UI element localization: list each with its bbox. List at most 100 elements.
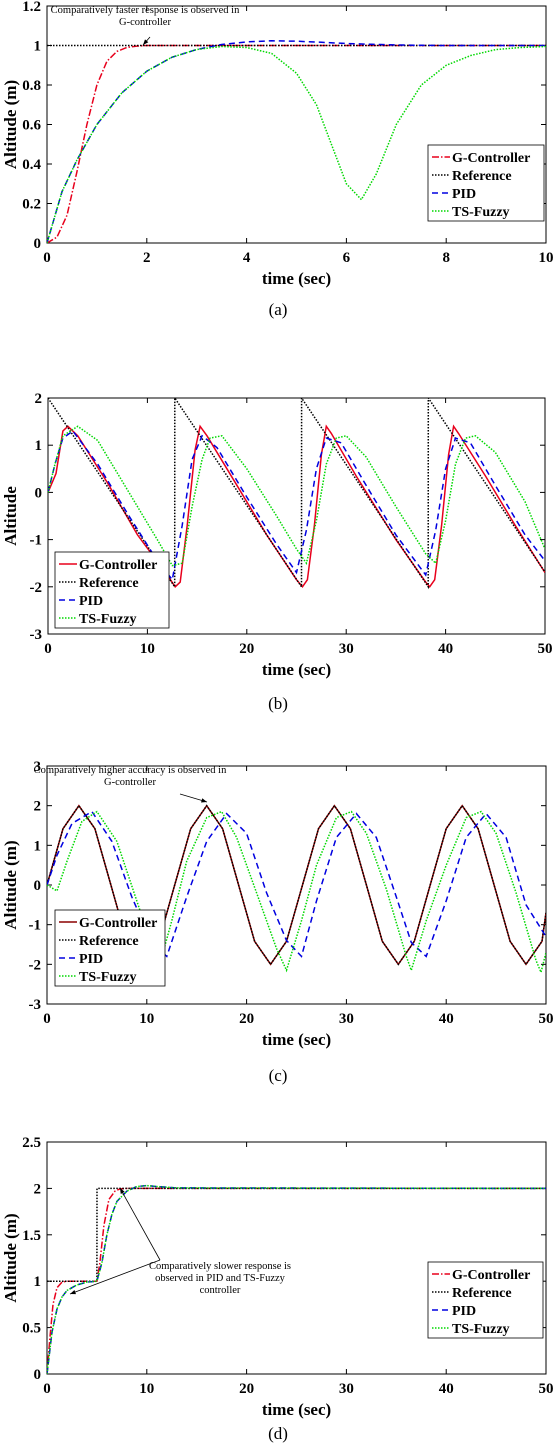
legend-entry: G-Controller <box>79 558 157 573</box>
x-tick-label: 40 <box>439 1011 454 1027</box>
x-tick-label: 0 <box>44 641 52 657</box>
caption-b: (b) <box>268 694 288 713</box>
x-tick-label: 10 <box>539 250 554 266</box>
annotation-text: G-controller <box>119 17 171 28</box>
chart-b: 0 10 20 30 40 50 -3 -2 -1 0 1 2 time (sec) Altitude G-… <box>1 391 553 679</box>
y-tick-label: 2.5 <box>22 1135 41 1151</box>
legend-entry: Reference <box>79 576 139 591</box>
x-tick-label: 6 <box>343 250 351 266</box>
y-axis-label: Altitude (m) <box>1 840 20 929</box>
y-tick-label: 1 <box>34 1274 42 1290</box>
annotation-arrowhead <box>70 1289 76 1295</box>
annotation-text: controller <box>200 1285 241 1296</box>
y-tick-label: -1 <box>30 533 43 549</box>
chart-c: 0 10 20 30 40 50 -3 -2 -1 0 1 2 3 time (sec) Altitude … <box>1 759 554 1049</box>
y-tick-label: 2 <box>34 1181 42 1197</box>
chart-panel-b: 0 10 20 30 40 50 -3 -2 -1 0 1 2 time (sec) Altitude G-… <box>0 362 556 722</box>
y-axis-label: Altitude <box>1 486 20 546</box>
y-tick-label: -3 <box>30 627 43 643</box>
y-tick-label: 2 <box>35 391 43 407</box>
legend-entry: PID <box>452 1304 476 1319</box>
series-line-g-controller <box>47 44 546 243</box>
plot-frame <box>46 1141 547 1375</box>
chart-panel-c: 0 10 20 30 40 50 -3 -2 -1 0 1 2 3 time (sec) Altitude … <box>0 752 556 1092</box>
x-tick-label: 20 <box>239 1381 254 1397</box>
annotation-arrowhead <box>201 798 207 803</box>
legend-entry: PID <box>452 187 476 202</box>
y-tick-label: 0 <box>34 878 42 894</box>
x-tick-label: 30 <box>339 641 354 657</box>
legend-entry: G-Controller <box>452 151 530 166</box>
x-axis-label: time (sec) <box>262 660 331 679</box>
y-axis-label: Altitude (m) <box>1 1213 20 1302</box>
x-tick-label: 30 <box>339 1011 354 1027</box>
y-tick-label: -3 <box>29 997 42 1013</box>
annotation-text: Comparatively slower response is <box>149 1261 291 1272</box>
y-tick-label: 0.6 <box>22 118 41 134</box>
legend-entry: G-Controller <box>452 1268 530 1283</box>
y-tick-label: 3 <box>34 759 42 775</box>
x-axis-label: time (sec) <box>262 1030 331 1049</box>
annotation-text: Comparatively higher accuracy is observe… <box>34 765 227 776</box>
legend-entry: Reference <box>452 169 512 184</box>
legend-entry: TS-Fuzzy <box>452 205 510 220</box>
x-tick-label: 0 <box>43 1011 51 1027</box>
y-tick-label: 0.5 <box>22 1321 41 1337</box>
legend-entry: TS-Fuzzy <box>79 970 137 985</box>
legend-entry: Reference <box>452 1286 512 1301</box>
x-tick-label: 20 <box>239 641 254 657</box>
x-tick-label: 40 <box>438 641 453 657</box>
x-tick-label: 20 <box>239 1011 254 1027</box>
series-line-g-controller <box>48 424 545 589</box>
legend-entry: TS-Fuzzy <box>79 612 137 627</box>
x-tick-label: 2 <box>143 250 151 266</box>
y-tick-label: 0.8 <box>22 78 41 94</box>
x-tick-label: 30 <box>339 1381 354 1397</box>
series-line-reference <box>48 398 545 590</box>
x-axis-label: time (sec) <box>262 1400 331 1419</box>
y-tick-label: 1.2 <box>22 0 41 15</box>
legend-entry: TS-Fuzzy <box>452 1322 510 1337</box>
annotation-arrowhead <box>143 39 149 45</box>
y-tick-label: 2 <box>34 799 42 815</box>
x-tick-label: 40 <box>439 1381 454 1397</box>
y-tick-label: 0.4 <box>22 157 41 173</box>
y-tick-label: 1 <box>34 838 42 854</box>
legend-entry: PID <box>79 594 103 609</box>
series-line-ts-fuzzy <box>47 45 546 243</box>
series-line-pid <box>48 429 545 582</box>
x-tick-label: 50 <box>539 1381 554 1397</box>
y-tick-label: -1 <box>29 918 42 934</box>
series-line-ts-fuzzy <box>48 425 545 567</box>
series-line-ts-fuzzy <box>47 1184 546 1374</box>
chart-d: 0 10 20 30 40 50 0 0.5 1 1.5 2 2.5 time (sec) Altitud… <box>1 1135 554 1419</box>
y-tick-label: -2 <box>30 580 43 596</box>
x-tick-label: 10 <box>140 641 155 657</box>
caption-d: (d) <box>268 1424 288 1443</box>
y-tick-label: 0 <box>35 485 43 501</box>
caption-c: (c) <box>268 1066 288 1085</box>
annotation-arrowhead <box>120 1188 125 1194</box>
y-tick-label: 0 <box>34 1367 42 1383</box>
annotation-arrow <box>69 1259 161 1295</box>
x-tick-label: 50 <box>539 1011 554 1027</box>
x-tick-label: 0 <box>43 250 51 266</box>
y-tick-label: 1 <box>35 438 43 454</box>
chart-panel-d: 0 10 20 30 40 50 0 0.5 1 1.5 2 2.5 time (sec) Altitud… <box>0 1120 556 1452</box>
annotation-text: observed in PID and TS-Fuzzy <box>155 1273 286 1284</box>
caption-a: (a) <box>268 300 288 319</box>
y-tick-label: 0.2 <box>22 197 41 213</box>
y-tick-label: 1.5 <box>22 1228 41 1244</box>
series-line-pid <box>47 810 546 958</box>
x-tick-label: 50 <box>538 641 553 657</box>
legend-entry: G-Controller <box>79 916 157 931</box>
legend-entry: Reference <box>79 934 139 949</box>
series-line-pid <box>47 1184 546 1374</box>
y-tick-label: -2 <box>29 957 42 973</box>
y-axis-label: Altitude (m) <box>1 80 20 169</box>
annotation-text: G-controller <box>104 777 156 788</box>
annotation-arrow <box>119 1187 161 1261</box>
x-tick-label: 10 <box>139 1011 154 1027</box>
x-axis-label: time (sec) <box>262 269 331 288</box>
chart-a: 0 2 4 6 8 10 0 0.2 0.4 0.6 0.8 1 1.2 time (sec) Altitu… <box>1 0 554 288</box>
